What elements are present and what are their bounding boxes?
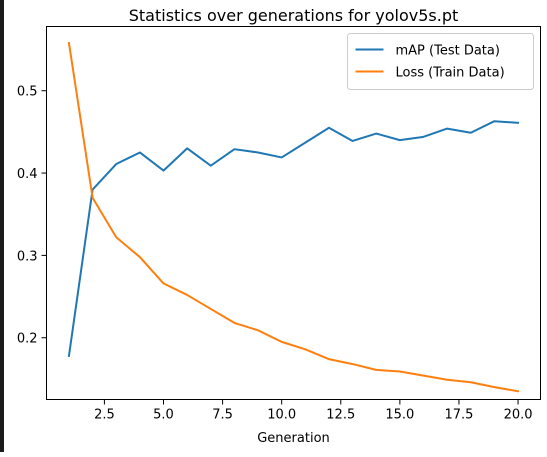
- x-axis-ticks: 2.5 5.0 7.5 10.0 12.5 15.0 17.5 20.0: [94, 399, 533, 423]
- x-axis-label: Generation: [257, 431, 330, 446]
- x-tick-label: 20.0: [504, 408, 533, 423]
- x-tick-label: 12.5: [326, 408, 355, 423]
- legend-label-0: mAP (Test Data): [396, 44, 500, 59]
- plot-lines: [67, 41, 520, 393]
- y-tick-label: 0.3: [17, 249, 38, 264]
- x-tick-label: 2.5: [94, 408, 115, 423]
- legend-box: [347, 33, 534, 90]
- legend-label-1: Loss (Train Data): [396, 66, 505, 81]
- x-tick-label: 5.0: [153, 408, 174, 423]
- x-tick-label: 17.5: [444, 408, 473, 423]
- series-line-1: [67, 41, 520, 393]
- axes-frame: [46, 26, 541, 400]
- x-tick-label: 7.5: [212, 408, 233, 423]
- chart-title: Statistics over generations for yolov5s.…: [129, 6, 459, 25]
- x-tick-label: 10.0: [267, 408, 296, 423]
- legend: mAP (Test Data) Loss (Train Data): [347, 33, 534, 90]
- series-line-0: [67, 120, 520, 357]
- y-axis-ticks: 0.2 0.3 0.4 0.5: [17, 85, 47, 347]
- y-tick-label: 0.4: [17, 167, 38, 182]
- window-edge: [0, 0, 4, 452]
- y-tick-label: 0.5: [17, 85, 38, 100]
- x-tick-label: 15.0: [385, 408, 414, 423]
- y-tick-label: 0.2: [17, 332, 38, 347]
